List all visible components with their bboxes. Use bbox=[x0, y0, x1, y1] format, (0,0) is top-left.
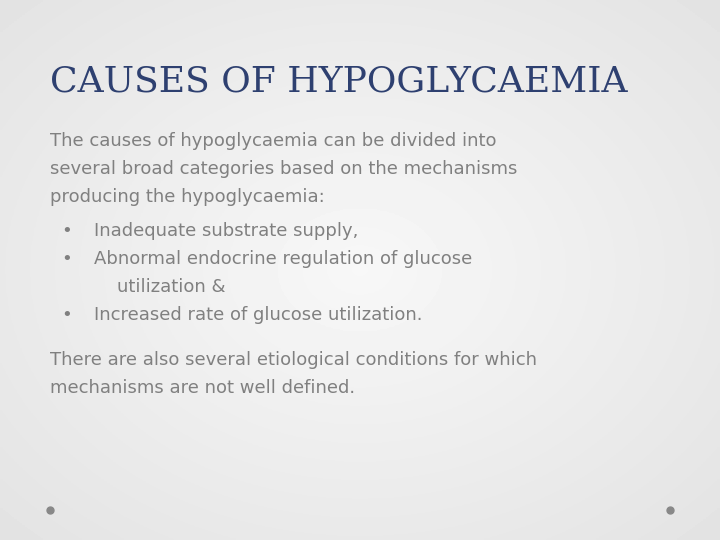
Text: CAUSES OF HYPOGLYCAEMIA: CAUSES OF HYPOGLYCAEMIA bbox=[50, 65, 628, 99]
Text: •: • bbox=[61, 306, 72, 324]
Text: The causes of hypoglycaemia can be divided into: The causes of hypoglycaemia can be divid… bbox=[50, 132, 497, 150]
Text: Increased rate of glucose utilization.: Increased rate of glucose utilization. bbox=[94, 306, 422, 324]
Text: utilization &: utilization & bbox=[94, 278, 225, 296]
Text: •: • bbox=[61, 250, 72, 268]
Text: Inadequate substrate supply,: Inadequate substrate supply, bbox=[94, 222, 358, 240]
Text: mechanisms are not well defined.: mechanisms are not well defined. bbox=[50, 379, 356, 397]
Text: producing the hypoglycaemia:: producing the hypoglycaemia: bbox=[50, 188, 325, 206]
Text: Abnormal endocrine regulation of glucose: Abnormal endocrine regulation of glucose bbox=[94, 250, 472, 268]
Text: several broad categories based on the mechanisms: several broad categories based on the me… bbox=[50, 160, 518, 178]
Text: •: • bbox=[61, 222, 72, 240]
Text: There are also several etiological conditions for which: There are also several etiological condi… bbox=[50, 351, 537, 369]
